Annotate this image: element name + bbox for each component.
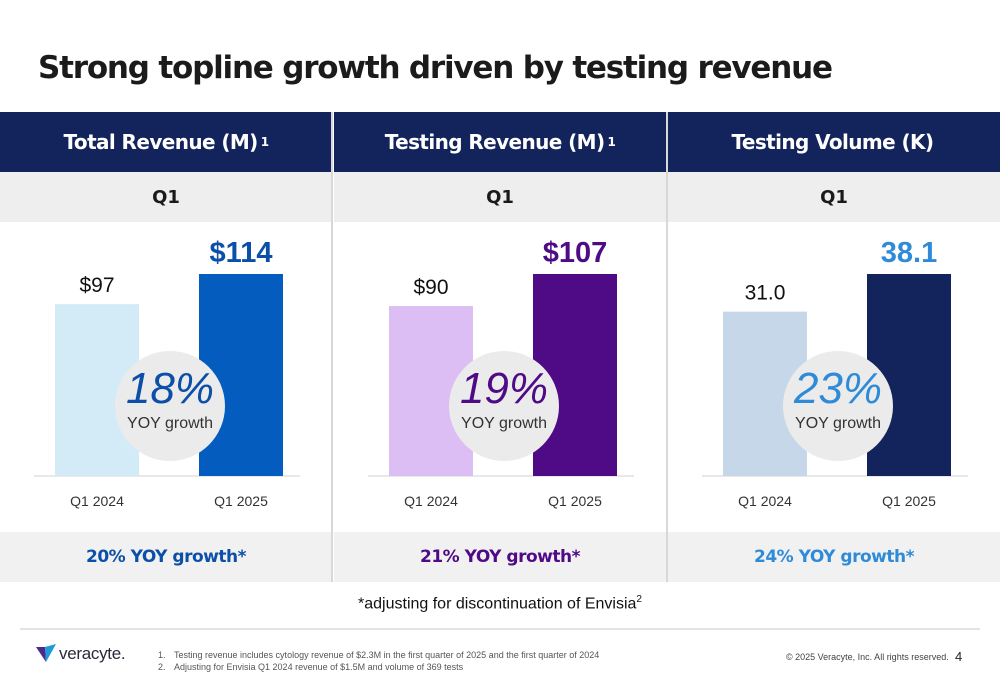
footnote-item: 2. Adjusting for Envisia Q1 2024 revenue … — [158, 662, 464, 672]
veracyte-mark-icon — [36, 644, 56, 662]
bar-chart-testing-volume: 31.0 Q1 2024 38.1 Q1 2025 23% YOY growth — [702, 237, 968, 509]
growth-label: YOY growth — [795, 415, 881, 432]
panel-testing-revenue: Testing Revenue (M) 1 Q1 $90 Q1 2024 $107 Q1… — [334, 112, 666, 582]
panel-header: Testing Revenue (M) 1 — [334, 112, 666, 172]
panel-header-footnote-ref: 1 — [260, 135, 269, 149]
x-tick-label: Q1 2025 — [548, 493, 602, 509]
footnote-item: 1. Testing revenue includes cytology reve… — [158, 650, 600, 660]
x-tick-label: Q1 2025 — [882, 493, 936, 509]
panel-header-footnote-ref: 1 — [607, 135, 616, 149]
data-label: $107 — [543, 237, 608, 269]
bar-chart-total-revenue: $97 Q1 2024 $114 Q1 2025 18% YOY growth — [34, 237, 300, 509]
x-tick-label: Q1 2024 — [70, 493, 124, 509]
chart-area: $90 Q1 2024 $107 Q1 2025 19% YOY growth — [334, 222, 666, 532]
chart-area: $97 Q1 2024 $114 Q1 2025 18% YOY growth — [0, 222, 332, 532]
growth-bubble — [115, 351, 225, 461]
period-label: Q1 — [0, 172, 332, 222]
adjusted-growth: 21% YOY growth* — [334, 532, 666, 582]
panel-header-label: Testing Volume (K) — [731, 130, 935, 154]
data-label: 31.0 — [745, 282, 786, 305]
panel-header: Testing Volume (K) — [668, 112, 1000, 172]
panel-testing-volume: Testing Volume (K) Q1 31.0 Q1 2024 38.1 Q1 … — [668, 112, 1000, 582]
panel-header: Total Revenue (M) 1 — [0, 112, 332, 172]
panel-divider — [331, 112, 333, 582]
data-label: 38.1 — [881, 237, 937, 269]
company-logo: veracyte. — [36, 644, 126, 664]
panel-header-label: Total Revenue (M) — [63, 130, 259, 154]
copyright-text: © 2025 Veracyte, Inc. All rights reserve… — [786, 652, 949, 662]
period-label: Q1 — [668, 172, 1000, 222]
adjustment-footnote: *adjusting for discontinuation of Envisi… — [0, 594, 1000, 613]
growth-bubble — [783, 351, 893, 461]
x-tick-label: Q1 2024 — [404, 493, 458, 509]
data-label: $114 — [210, 237, 273, 269]
growth-percent: 23% — [793, 364, 882, 413]
period-label: Q1 — [334, 172, 666, 222]
adjusted-growth: 20% YOY growth* — [0, 532, 332, 582]
data-label: $97 — [79, 274, 114, 297]
adjustment-footnote-text: *adjusting for discontinuation of Envisi… — [358, 595, 637, 613]
growth-label: YOY growth — [461, 415, 547, 432]
adjustment-footnote-ref: 2 — [636, 594, 642, 605]
growth-label: YOY growth — [127, 415, 213, 432]
growth-percent: 18% — [126, 364, 214, 413]
panel-header-label: Testing Revenue (M) — [384, 130, 605, 154]
chart-area: 31.0 Q1 2024 38.1 Q1 2025 23% YOY growth — [668, 222, 1000, 532]
page-title: Strong topline growth driven by testing … — [38, 50, 833, 86]
growth-bubble — [449, 351, 559, 461]
footnotes: 1. Testing revenue includes cytology reve… — [158, 649, 599, 673]
panel-total-revenue: Total Revenue (M) 1 Q1 $97 Q1 2024 $114 Q1 2… — [0, 112, 332, 582]
x-tick-label: Q1 2025 — [214, 493, 268, 509]
footer-divider — [20, 628, 980, 630]
page-number: 4 — [955, 649, 963, 664]
bar-chart-testing-revenue: $90 Q1 2024 $107 Q1 2025 19% YOY growth — [368, 237, 634, 509]
panel-divider — [666, 112, 668, 582]
data-label: $90 — [413, 276, 448, 299]
adjusted-growth: 24% YOY growth* — [668, 532, 1000, 582]
growth-percent: 19% — [460, 364, 548, 413]
logo-text: veracyte. — [59, 644, 126, 663]
x-tick-label: Q1 2024 — [738, 493, 792, 509]
